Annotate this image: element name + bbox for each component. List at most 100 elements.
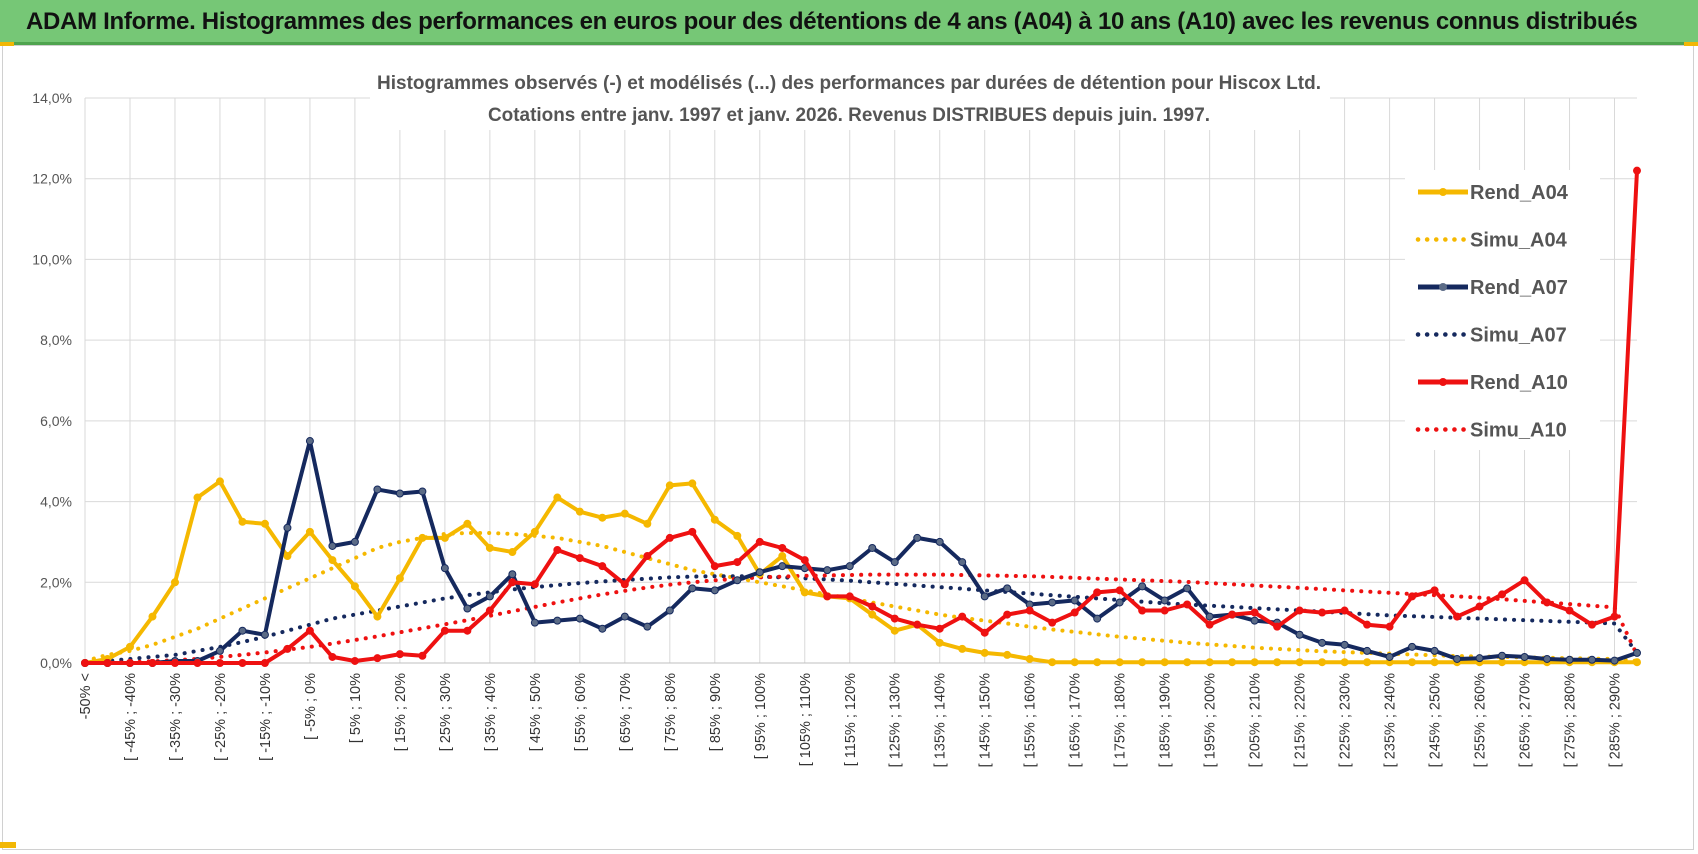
x-tick-label: -50% <	[78, 673, 94, 719]
report-title: ADAM Informe. Histogrammes des performan…	[26, 8, 1638, 35]
data-point-rend_a07	[1453, 654, 1462, 663]
data-point-rend_a07	[1138, 582, 1147, 591]
legend-marker-rend_a07	[1439, 283, 1447, 291]
data-point-rend_a10	[463, 626, 472, 635]
data-point-rend_a07	[1250, 616, 1259, 625]
y-tick-label: 8,0%	[40, 332, 72, 348]
data-point-rend_a04	[215, 477, 224, 486]
data-point-rend_a07	[485, 592, 494, 601]
x-tick-label: [ 55% ; 60%	[573, 673, 589, 751]
x-tick-label: [ 45% ; 50%	[528, 673, 544, 751]
data-point-rend_a04	[733, 531, 742, 540]
y-tick-label: 6,0%	[40, 413, 72, 429]
x-tick-label: [ 235% ; 240%	[1383, 673, 1399, 767]
data-point-rend_a07	[1475, 654, 1484, 663]
data-point-rend_a10	[1610, 612, 1619, 621]
corner-mark-left	[0, 42, 14, 46]
series-line-rend_a07	[85, 439, 1638, 665]
data-point-rend_a10	[620, 580, 629, 589]
data-point-rend_a10	[103, 659, 112, 667]
corner-mark-bottom-left	[0, 842, 16, 848]
data-point-rend_a04	[688, 479, 697, 488]
data-point-rend_a07	[215, 646, 224, 655]
legend-label-rend_a10: Rend_A10	[1470, 372, 1568, 394]
x-tick-label: [ -45% ; -40%	[123, 673, 139, 761]
data-point-rend_a10	[778, 543, 787, 552]
data-point-rend_a10	[1093, 588, 1102, 597]
x-tick-label: [ 105% ; 110%	[798, 673, 814, 766]
x-tick-label: [ 95% ; 100%	[753, 673, 769, 759]
data-point-rend_a04	[1340, 658, 1349, 667]
data-point-rend_a10	[148, 659, 157, 667]
data-point-rend_a10	[1588, 620, 1597, 629]
data-point-rend_a04	[238, 517, 247, 526]
legend-label-simu_a04: Simu_A04	[1470, 230, 1568, 252]
x-tick-label: [ -15% ; -10%	[258, 673, 274, 761]
report-banner: ADAM Informe. Histogrammes des performan…	[0, 0, 1698, 45]
data-point-rend_a07	[1520, 652, 1529, 661]
data-point-rend_a10	[1138, 606, 1147, 615]
data-point-rend_a10	[1430, 586, 1439, 595]
data-point-rend_a04	[575, 507, 584, 516]
data-point-rend_a04	[1093, 658, 1102, 667]
y-tick-label: 10,0%	[32, 251, 72, 267]
data-point-rend_a07	[1408, 642, 1417, 651]
data-point-rend_a04	[1295, 658, 1304, 667]
data-point-rend_a04	[935, 638, 944, 647]
data-point-rend_a04	[665, 481, 674, 490]
x-tick-label: [ 75% ; 80%	[663, 673, 679, 751]
data-point-rend_a10	[418, 651, 427, 660]
x-tick-label: [ 285% ; 290%	[1608, 673, 1624, 767]
data-point-rend_a04	[418, 533, 427, 542]
data-point-rend_a04	[1363, 658, 1372, 667]
data-point-rend_a07	[868, 543, 877, 552]
series-line-rend_a10	[85, 170, 1639, 665]
data-point-rend_a07	[1205, 612, 1214, 621]
legend-label-rend_a04: Rend_A04	[1470, 182, 1569, 204]
data-point-rend_a10	[193, 659, 202, 667]
data-point-rend_a07	[1048, 598, 1057, 607]
data-point-rend_a07	[1363, 646, 1372, 655]
data-point-rend_a10	[913, 620, 922, 629]
data-point-rend_a10	[1318, 608, 1327, 617]
data-point-rend_a10	[238, 659, 247, 667]
data-point-rend_a04	[1498, 658, 1507, 667]
data-point-rend_a04	[395, 574, 404, 583]
data-point-rend_a04	[1115, 658, 1124, 667]
data-point-rend_a07	[733, 576, 742, 585]
data-point-rend_a10	[170, 659, 179, 667]
data-point-rend_a07	[1318, 638, 1327, 647]
series-line-rend_a04	[84, 479, 1637, 665]
data-point-rend_a04	[508, 548, 517, 557]
data-point-rend_a07	[508, 570, 517, 579]
data-point-rend_a04	[710, 515, 719, 524]
data-point-rend_a04	[800, 588, 809, 597]
data-point-rend_a04	[1273, 658, 1282, 667]
x-tick-label: [ 265% ; 270%	[1518, 673, 1534, 767]
data-point-rend_a07	[755, 568, 764, 577]
y-tick-label: 2,0%	[40, 574, 72, 590]
data-point-rend_a07	[980, 592, 989, 601]
x-tick-label: [ 115% ; 120%	[843, 673, 859, 766]
legend-background	[1405, 170, 1600, 450]
data-point-rend_a10	[283, 644, 292, 653]
chart-title: Histogrammes observés (-) et modélisés (…	[377, 73, 1321, 94]
data-point-rend_a10	[1453, 612, 1462, 621]
data-point-rend_a10	[1565, 606, 1574, 615]
data-point-rend_a10	[1115, 586, 1124, 595]
x-tick-label: [ 85% ; 90%	[708, 673, 724, 751]
data-point-rend_a04	[373, 612, 382, 621]
data-point-rend_a07	[935, 537, 944, 546]
x-tick-label: [ 175% ; 180%	[1113, 673, 1129, 767]
data-point-rend_a07	[350, 537, 359, 546]
data-point-rend_a10	[800, 556, 809, 565]
data-point-rend_a04	[125, 642, 134, 651]
data-point-rend_a04	[1025, 654, 1034, 663]
data-point-rend_a10	[125, 659, 134, 667]
data-point-rend_a10	[1340, 606, 1349, 615]
data-point-rend_a04	[890, 626, 899, 635]
data-point-rend_a04	[1318, 658, 1327, 667]
data-point-rend_a04	[1250, 658, 1259, 667]
data-point-rend_a07	[373, 485, 382, 494]
